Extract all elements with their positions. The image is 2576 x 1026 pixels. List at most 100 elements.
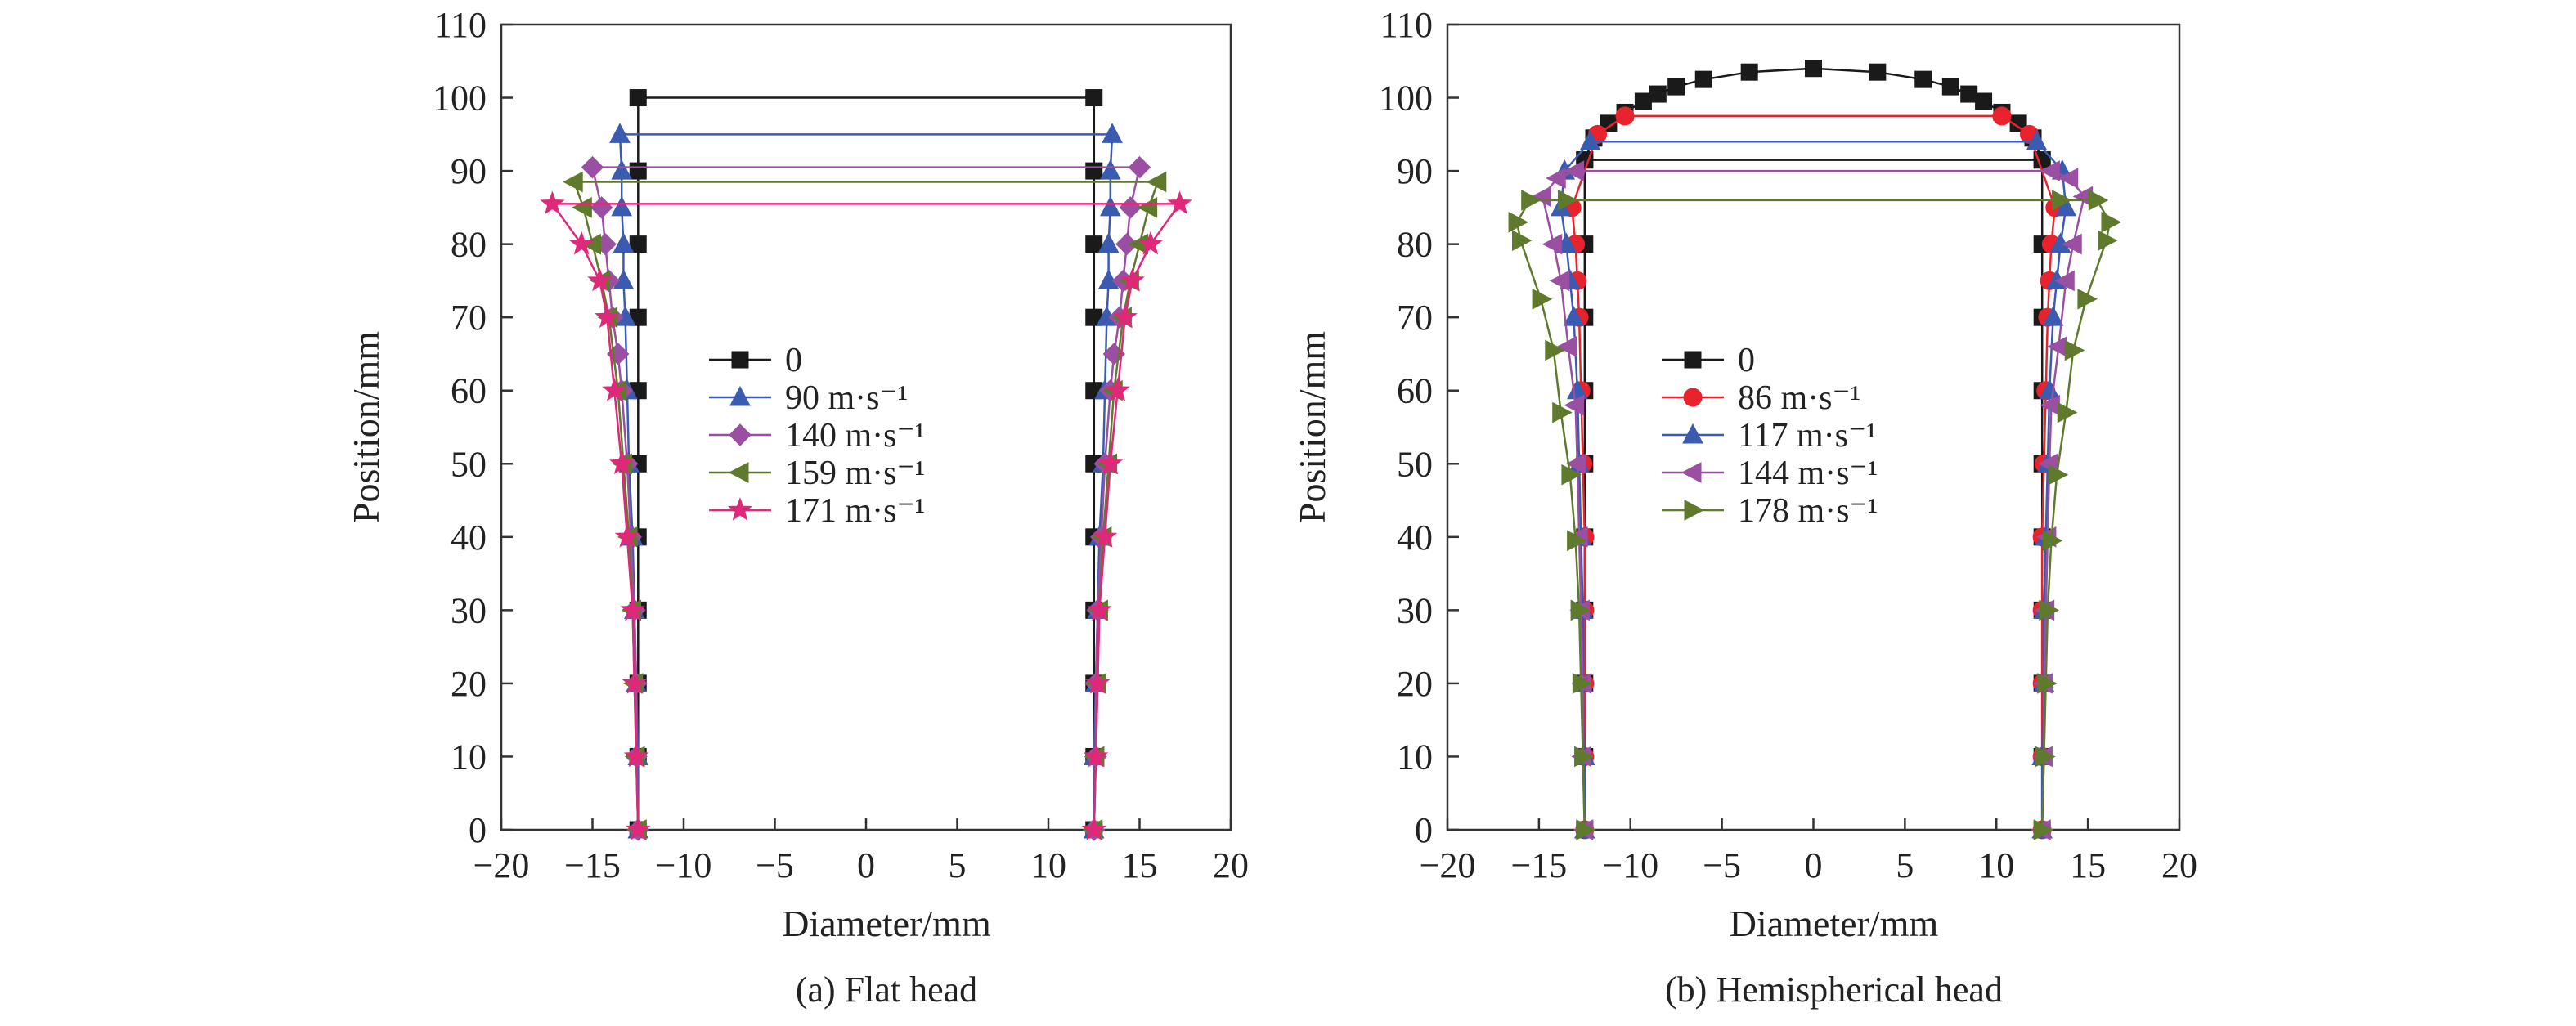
data-point xyxy=(2088,190,2109,211)
data-point xyxy=(1552,401,1573,423)
data-point xyxy=(609,123,631,143)
data-point xyxy=(1576,819,1596,840)
legend-marker xyxy=(731,351,749,369)
y-tick-label: 100 xyxy=(433,78,487,119)
y-tick-label: 60 xyxy=(451,371,487,411)
legend-entry: 90 m·s⁻¹ xyxy=(785,379,908,417)
data-point xyxy=(1992,106,2012,126)
y-tick-label: 80 xyxy=(451,225,487,265)
y-tick-label: 0 xyxy=(1415,810,1433,850)
data-point xyxy=(2026,130,2048,150)
y-tick-label: 30 xyxy=(1397,590,1433,630)
chart-panel-2: −20 −15 −10 −5 0 5 10 15 20 0 10 20 30 40 50 60 70 80 90 10… xyxy=(1291,5,2197,1010)
data-point xyxy=(2077,288,2098,310)
y-tick-label: 20 xyxy=(1397,664,1433,704)
data-point xyxy=(1085,670,1111,694)
x-tick-label: 0 xyxy=(1805,845,1823,885)
data-point xyxy=(2035,746,2056,768)
data-point xyxy=(2064,339,2085,361)
data-point xyxy=(1085,162,1103,180)
data-point xyxy=(581,155,604,179)
panel-caption: (a) Flat head xyxy=(796,970,977,1010)
y-axis-label: Position/mm xyxy=(345,331,387,523)
data-point xyxy=(2055,195,2077,217)
x-tick-label: −15 xyxy=(1510,845,1567,885)
data-point xyxy=(2042,530,2063,552)
legend-entry: 144 m·s⁻¹ xyxy=(1738,455,1878,492)
legend-entry: 0 xyxy=(1738,342,1755,379)
data-point xyxy=(611,159,633,180)
y-tick-label: 110 xyxy=(434,5,487,45)
x-tick-label: 15 xyxy=(1122,845,1158,885)
data-point xyxy=(1115,232,1138,256)
y-tick-label: 70 xyxy=(451,298,487,338)
data-point xyxy=(1167,190,1192,215)
x-axis-label: Diameter/mm xyxy=(1730,903,1939,944)
legend-entry: 86 m·s⁻¹ xyxy=(1738,379,1860,417)
series-4 xyxy=(1508,190,2122,840)
data-point xyxy=(2040,160,2060,181)
y-tick-label: 90 xyxy=(451,151,487,191)
data-point xyxy=(1146,171,1167,193)
data-point xyxy=(1128,155,1151,179)
data-point xyxy=(1083,743,1109,768)
data-point xyxy=(2037,673,2058,694)
data-point xyxy=(1649,85,1667,103)
data-point xyxy=(563,171,583,193)
data-point xyxy=(1564,160,1585,181)
x-tick-label: 15 xyxy=(2070,845,2106,885)
data-point xyxy=(1092,523,1118,548)
y-tick-label: 0 xyxy=(469,810,487,850)
data-point xyxy=(1563,306,1585,326)
data-point xyxy=(1085,235,1103,253)
x-tick-label: 0 xyxy=(857,845,875,885)
data-point xyxy=(2042,306,2064,326)
data-point xyxy=(1085,89,1103,107)
data-point xyxy=(2039,599,2059,621)
data-point xyxy=(1521,190,1542,211)
data-point xyxy=(2098,230,2118,251)
y-tick-label: 80 xyxy=(1397,225,1433,265)
data-point xyxy=(1531,186,1551,208)
y-tick-label: 100 xyxy=(1379,78,1433,119)
data-point xyxy=(629,89,647,107)
x-tick-label: 5 xyxy=(1896,845,1914,885)
data-point xyxy=(611,195,633,217)
data-point xyxy=(1545,339,1565,361)
data-point xyxy=(629,162,647,180)
x-axis-label: Diameter/mm xyxy=(782,903,991,944)
y-tick-label: 30 xyxy=(451,590,487,630)
data-point xyxy=(595,304,620,329)
data-point xyxy=(2052,190,2072,211)
data-point xyxy=(2101,211,2122,233)
x-tick-label: −10 xyxy=(1602,845,1658,885)
legend-entry: 171 m·s⁻¹ xyxy=(785,492,925,530)
y-tick-label: 70 xyxy=(1397,298,1433,338)
data-point xyxy=(590,196,613,219)
x-tick-label: −5 xyxy=(756,845,794,885)
data-point xyxy=(613,232,635,253)
data-point xyxy=(1102,123,1123,143)
data-point xyxy=(1805,60,1822,78)
data-point xyxy=(1097,232,1120,253)
legend-marker xyxy=(1684,351,1702,369)
data-point xyxy=(1960,85,1978,103)
y-tick-label: 10 xyxy=(1397,737,1433,777)
data-point xyxy=(1975,92,1993,110)
legend-marker xyxy=(729,423,752,446)
data-point xyxy=(581,233,601,255)
y-tick-label: 40 xyxy=(451,517,487,558)
legend-entry: 140 m·s⁻¹ xyxy=(785,417,925,455)
data-point xyxy=(620,597,645,621)
data-point xyxy=(1667,78,1685,96)
data-point xyxy=(1556,336,1577,357)
data-point xyxy=(2048,464,2069,486)
panel-caption: (b) Hemispherical head xyxy=(1665,970,2003,1010)
data-point xyxy=(2039,379,2060,400)
data-point xyxy=(1546,168,1566,189)
data-point xyxy=(1512,230,1533,251)
legend-marker xyxy=(727,497,753,521)
legend-marker xyxy=(1681,462,1702,483)
